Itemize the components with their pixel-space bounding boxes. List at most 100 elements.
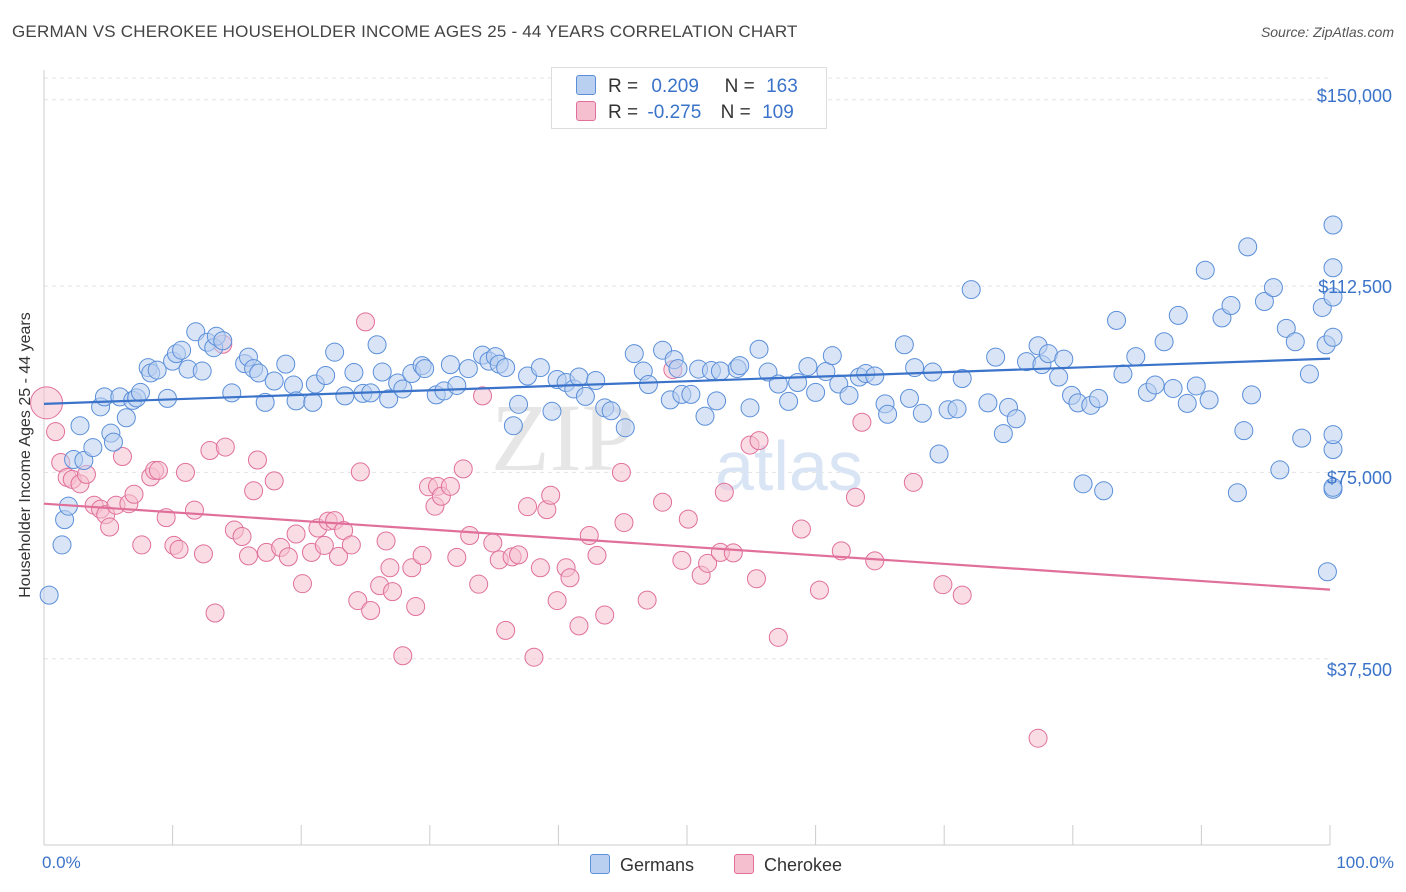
cherokee-point <box>100 517 120 537</box>
german-point <box>1177 393 1197 413</box>
cherokee-point <box>205 603 225 623</box>
german-point <box>952 369 972 389</box>
german-point <box>839 385 859 405</box>
cherokee-point <box>749 431 769 451</box>
cherokee-point <box>587 545 607 565</box>
cherokee-n-value: 109 <box>762 102 794 123</box>
german-point <box>70 416 90 436</box>
german-point <box>1323 477 1343 497</box>
german-point <box>894 335 914 355</box>
cherokee-point <box>376 531 396 551</box>
german-point <box>1323 215 1343 235</box>
german-point <box>668 359 688 379</box>
german-point <box>961 280 981 300</box>
cherokee-point <box>460 525 480 545</box>
legend-germans: Germans <box>590 853 694 877</box>
german-point <box>740 398 760 418</box>
german-point <box>947 399 967 419</box>
correlation-legend: R = 0.209 N = 163 R = -0.275 N = 109 <box>551 67 827 129</box>
german-point <box>993 424 1013 444</box>
germans-n-value: 163 <box>766 76 798 97</box>
german-point <box>283 375 303 395</box>
german-point <box>367 335 387 355</box>
german-point <box>1113 364 1133 384</box>
german-point <box>779 391 799 411</box>
y-tick-112500: $112,500 <box>1318 277 1392 297</box>
german-point <box>415 359 435 379</box>
cherokee-point <box>132 535 152 555</box>
german-point <box>1234 421 1254 441</box>
cherokee-point <box>453 459 473 479</box>
german-point <box>74 450 94 470</box>
cherokee-point <box>440 476 460 496</box>
cherokee-point <box>193 544 213 564</box>
german-point <box>1017 352 1037 372</box>
german-point <box>624 344 644 364</box>
trend-lines <box>43 357 1331 591</box>
germans-r-value: 0.209 <box>651 76 699 97</box>
cherokee-point <box>791 519 811 539</box>
cherokee-point <box>569 616 589 636</box>
german-point <box>1126 347 1146 367</box>
cherokee-point <box>361 601 381 621</box>
cherokee-point <box>852 412 872 432</box>
cherokee-point <box>406 597 426 617</box>
cherokee-point <box>402 558 422 578</box>
y-tick-150000: $150,000 <box>1316 86 1392 106</box>
cherokee-legend-icon <box>734 854 754 874</box>
german-point <box>83 438 103 458</box>
german-point <box>878 404 898 424</box>
cherokee-point <box>473 386 493 406</box>
german-point <box>222 383 242 403</box>
german-point <box>569 367 589 387</box>
cherokee-swatch-icon <box>576 101 596 121</box>
german-point <box>695 406 715 426</box>
german-point <box>978 393 998 413</box>
cherokee-r-value: -0.275 <box>647 102 702 123</box>
watermark-atlas: atlas <box>715 427 863 505</box>
german-point <box>1221 295 1241 315</box>
german-point <box>458 359 478 379</box>
german-point <box>325 342 345 362</box>
german-point <box>52 535 72 555</box>
german-point <box>335 386 355 406</box>
german-point <box>1263 278 1283 298</box>
cherokee-point <box>611 462 631 482</box>
german-point <box>447 375 467 395</box>
german-point <box>1270 460 1290 480</box>
cherokee-point <box>595 605 615 625</box>
cherokee-point <box>509 545 529 565</box>
german-point <box>249 363 269 383</box>
german-point <box>1242 385 1262 405</box>
german-point <box>503 416 523 436</box>
cherokee-point <box>903 472 923 492</box>
cherokee-point <box>238 546 258 566</box>
german-point <box>1054 349 1074 369</box>
german-point <box>172 340 192 360</box>
german-point <box>1323 425 1343 445</box>
german-point <box>213 331 233 351</box>
cherokee-point <box>469 574 489 594</box>
german-point <box>509 394 529 414</box>
german-point <box>276 354 296 374</box>
cherokee-point <box>560 568 580 588</box>
german-point <box>822 346 842 366</box>
german-point <box>192 361 212 381</box>
legend-row-cherokee: R = -0.275 N = 109 <box>576 101 794 125</box>
german-point <box>1323 287 1343 307</box>
german-point <box>749 339 769 359</box>
cherokee-point <box>350 462 370 482</box>
cherokee-point <box>184 500 204 520</box>
german-point <box>1285 332 1305 352</box>
cherokee-point <box>672 550 692 570</box>
r-label: R = <box>608 76 639 97</box>
cherokee-point <box>112 447 132 467</box>
german-point <box>710 361 730 381</box>
german-point <box>1154 332 1174 352</box>
chart-title: GERMAN VS CHEROKEE HOUSEHOLDER INCOME AG… <box>12 22 798 41</box>
cherokee-point <box>809 580 829 600</box>
german-point <box>1094 481 1114 501</box>
cherokee-trend-line <box>43 502 1331 591</box>
cherokee-point <box>541 485 561 505</box>
